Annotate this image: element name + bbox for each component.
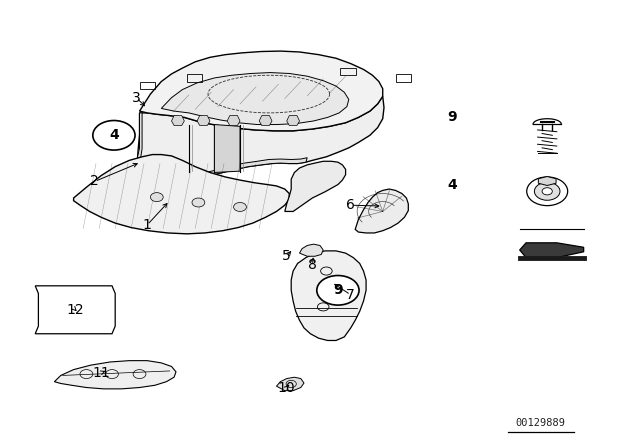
Polygon shape [538,177,556,185]
Polygon shape [140,51,383,131]
Text: 4: 4 [447,177,457,192]
Circle shape [93,121,135,150]
Polygon shape [138,96,384,180]
Bar [340,68,356,75]
Bar [396,74,411,82]
Polygon shape [172,116,184,125]
Text: 8: 8 [308,258,317,272]
Polygon shape [161,73,349,125]
Bar [140,82,155,89]
Bar [187,74,202,82]
Circle shape [317,276,359,305]
Text: 5: 5 [282,249,291,263]
Polygon shape [355,189,408,233]
Text: 4: 4 [109,128,119,142]
Polygon shape [259,116,272,125]
Polygon shape [287,116,300,125]
Polygon shape [197,116,210,125]
Text: 7: 7 [346,288,355,302]
Polygon shape [285,161,346,211]
Polygon shape [74,155,289,234]
Polygon shape [35,286,115,334]
Circle shape [192,198,205,207]
Circle shape [542,188,552,195]
Text: 11: 11 [92,366,110,380]
Polygon shape [227,116,240,125]
Polygon shape [54,361,176,389]
Text: 00129889: 00129889 [516,418,566,428]
Text: 9: 9 [333,283,343,297]
Polygon shape [533,119,561,124]
Circle shape [150,193,163,202]
Circle shape [234,202,246,211]
Text: 3: 3 [132,90,141,105]
Polygon shape [276,377,304,391]
Polygon shape [138,113,307,180]
Text: 10: 10 [278,380,296,395]
Polygon shape [214,125,240,172]
Polygon shape [520,243,584,258]
Text: 9: 9 [447,110,457,125]
Polygon shape [291,251,366,340]
Polygon shape [300,244,323,256]
Text: 1: 1 [143,218,152,232]
Circle shape [534,182,560,200]
Circle shape [527,177,568,206]
Text: 12: 12 [67,303,84,317]
Text: 2: 2 [90,174,99,189]
Text: 6: 6 [346,198,355,212]
